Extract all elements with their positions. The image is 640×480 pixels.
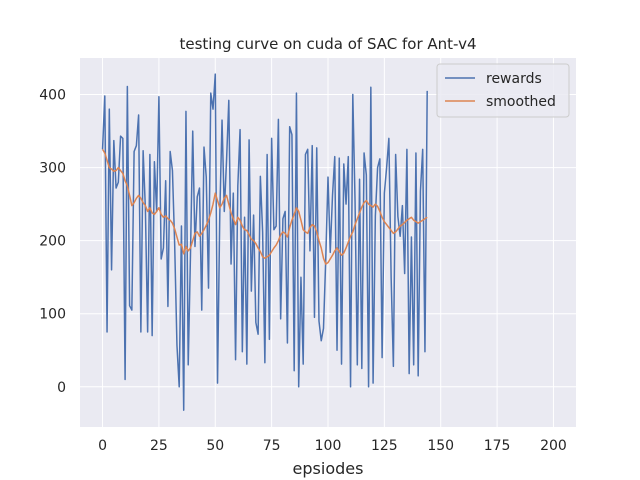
x-tick-label: 0 — [98, 438, 107, 454]
y-tick-label: 0 — [57, 380, 66, 396]
x-axis-ticks: 0 25 50 75 100 125 150 175 200 — [98, 438, 567, 454]
y-tick-label: 200 — [39, 234, 66, 250]
x-tick-label: 75 — [263, 438, 281, 454]
x-tick-label: 50 — [206, 438, 224, 454]
series-layer — [101, 73, 428, 411]
y-tick-label: 300 — [39, 161, 66, 177]
x-tick-label: 100 — [315, 438, 342, 454]
x-tick-label: 125 — [371, 438, 398, 454]
y-axis-ticks: 0 100 200 300 400 — [39, 88, 66, 396]
x-tick-label: 150 — [427, 438, 454, 454]
series-line-smoothed — [101, 148, 428, 265]
x-tick-label: 200 — [540, 438, 567, 454]
legend-label-rewards: rewards — [486, 71, 542, 87]
y-tick-label: 400 — [39, 88, 66, 104]
x-axis-label: epsiodes — [293, 459, 364, 478]
legend-label-smoothed: smoothed — [486, 94, 556, 110]
x-tick-label: 25 — [150, 438, 168, 454]
chart-title: testing curve on cuda of SAC for Ant-v4 — [180, 35, 477, 53]
legend: rewards smoothed — [436, 63, 570, 118]
y-tick-label: 100 — [39, 307, 66, 323]
grid-lines — [80, 58, 576, 427]
x-tick-label: 175 — [484, 438, 511, 454]
